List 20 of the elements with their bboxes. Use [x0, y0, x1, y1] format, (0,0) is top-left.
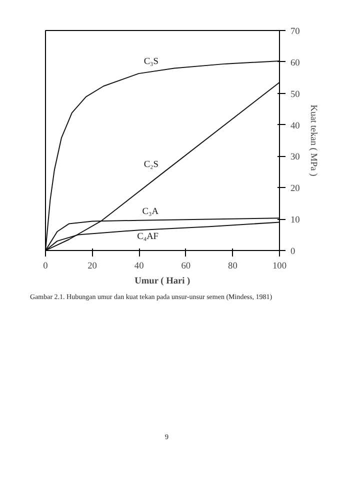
y-tick-label: 30	[290, 152, 300, 163]
x-tick-label: 60	[181, 262, 191, 272]
y-tick-label: 60	[290, 58, 300, 68]
x-axis-title: Umur ( Hari )	[134, 276, 190, 286]
x-tick-label: 100	[272, 262, 287, 272]
y-tick-label: 10	[290, 216, 300, 226]
series-label: C₂S	[144, 160, 159, 170]
x-tick-label: 0	[43, 262, 48, 272]
y-tick-label: 40	[290, 121, 300, 132]
y-tick-label: 70	[290, 27, 300, 37]
series-label: C₃S	[144, 56, 159, 67]
x-tick-label: 20	[88, 262, 98, 272]
x-tick-label: 80	[228, 262, 238, 272]
series-label: C₄AF	[137, 232, 159, 242]
y-tick-label: 20	[290, 184, 300, 194]
series-label: C₃A	[142, 206, 159, 217]
x-tick-label: 40	[134, 262, 144, 272]
y-tick-label: 0	[290, 247, 296, 257]
y-tick-label: 50	[290, 90, 300, 100]
y-axis-title: Kuat tekan ( MPa )	[308, 104, 318, 176]
